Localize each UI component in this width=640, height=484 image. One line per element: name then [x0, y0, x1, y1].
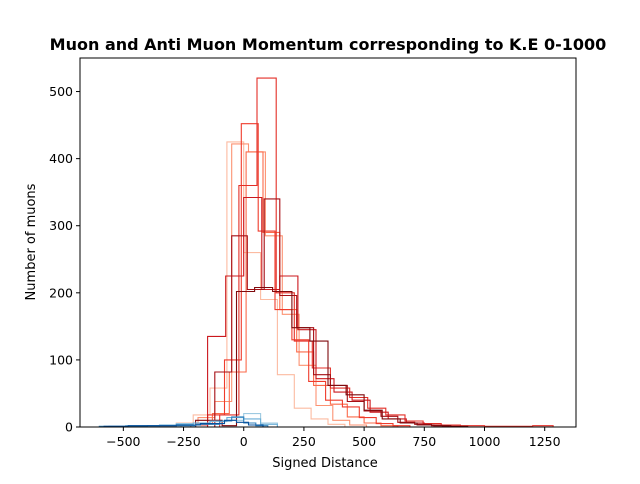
x-tick-label: −500	[106, 434, 140, 449]
histogram-series-3	[195, 151, 399, 427]
x-tick-label: −250	[166, 434, 200, 449]
x-axis-label: Signed Distance	[272, 456, 378, 471]
x-tick-label: 500	[352, 434, 376, 449]
y-tick-label: 200	[49, 285, 73, 300]
plot-frame	[79, 57, 577, 428]
chart-title: Muon and Anti Muon Momentum correspondin…	[50, 35, 607, 54]
x-tick-label: 750	[412, 434, 436, 449]
x-tick-label: 1000	[469, 434, 501, 449]
histogram-series-1	[158, 141, 346, 427]
series-layer	[98, 77, 554, 427]
histogram-series-5	[219, 77, 554, 427]
x-tick-label: 250	[292, 434, 316, 449]
y-axis-label: Number of muons	[24, 183, 39, 300]
y-tick-label: 400	[49, 151, 73, 166]
y-tick-label: 0	[65, 420, 73, 435]
histogram-series-11	[98, 416, 269, 427]
x-tick-label: 0	[240, 434, 248, 449]
histogram-series-12	[103, 419, 264, 427]
y-tick-label: 300	[49, 218, 73, 233]
histogram-series-8	[195, 286, 469, 427]
histogram-series-4	[190, 123, 411, 427]
y-tick-label: 500	[49, 84, 73, 99]
y-tick-label: 100	[49, 352, 73, 367]
x-tick-label: 1250	[529, 434, 561, 449]
axes-layer: −500 −250 0 250 500 750 1000 1250 0 100 200 300 400 5…	[49, 57, 577, 449]
